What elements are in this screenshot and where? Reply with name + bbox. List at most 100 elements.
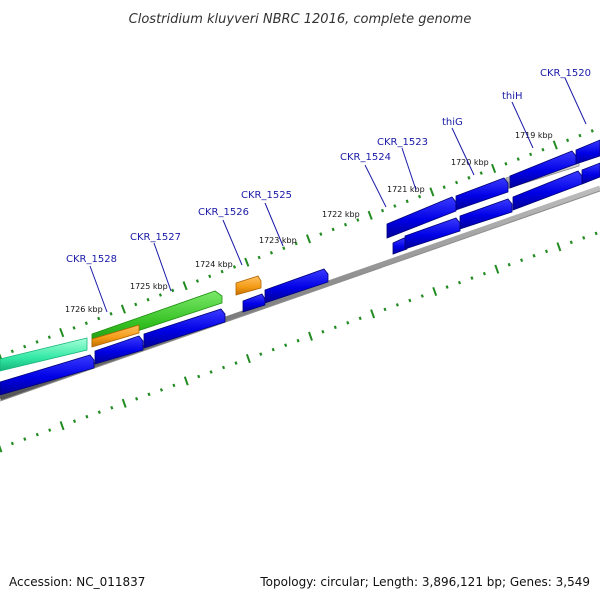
gene-label-ckr-1526[interactable]: CKR_1526 [198,207,249,218]
major-tick [429,187,435,197]
feature-tracks [0,139,600,396]
major-tick [59,327,65,338]
minor-tick [333,325,337,330]
kbp-label: 1719 kbp [515,131,553,140]
major-tick [370,309,376,319]
minor-tick [408,298,412,303]
gene-label-ckr-1524[interactable]: CKR_1524 [340,152,391,163]
minor-tick [358,316,362,321]
minor-tick [395,303,399,307]
major-tick [182,281,188,291]
outer-tick-row [0,129,594,361]
minor-tick [343,222,348,227]
genome-summary-text: Topology: circular; Length: 3,896,121 bp… [259,575,590,589]
inner-tick-row [0,231,598,453]
minor-tick [504,162,508,166]
major-tick [121,398,127,408]
major-tick [308,331,313,341]
minor-tick [594,231,598,236]
minor-tick [48,428,52,432]
gene-block[interactable] [455,177,509,211]
minor-tick [569,240,573,245]
gene-label-ckr-1520[interactable]: CKR_1520 [540,68,591,79]
kbp-label: 1722 kbp [322,210,360,219]
gene-block[interactable] [581,162,600,185]
minor-tick [520,258,524,262]
minor-tick [172,383,176,388]
gene-label-ckr-1525[interactable]: CKR_1525 [241,190,292,201]
kbp-labels: 1726 kbp 1725 kbp 1724 kbp 1723 kbp 1722… [65,131,553,314]
gene-labels: CKR_1528 CKR_1527 CKR_1526 CKR_1525 CKR_… [66,68,591,265]
map-title: Clostridium kluyveri NBRC 12016, complet… [129,12,472,27]
minor-tick [72,326,76,330]
gene-block[interactable] [143,308,226,349]
minor-tick [294,241,298,246]
minor-tick [72,419,77,423]
gene-label-ckr-1528[interactable]: CKR_1528 [66,254,117,265]
kbp-label: 1725 kbp [130,282,168,291]
minor-tick [195,279,200,283]
minor-tick [296,338,300,343]
minor-tick [109,311,113,316]
minor-tick [209,370,213,374]
minor-tick [529,152,533,157]
minor-tick [35,432,39,437]
minor-tick [319,232,323,236]
gene-block[interactable] [0,354,95,396]
minor-tick [97,316,101,321]
gene-block[interactable] [459,198,513,230]
minor-tick [220,269,224,274]
gene-label-thig[interactable]: thiG [442,117,463,128]
kbp-label: 1721 kbp [387,185,425,194]
minor-tick [482,271,486,276]
minor-tick [578,133,582,138]
major-tick [120,304,126,314]
gene-label-thih[interactable]: thiH [502,91,523,102]
minor-tick [10,441,14,446]
major-tick [432,286,438,297]
kbp-label: 1726 kbp [65,305,103,314]
minor-tick [380,208,385,213]
minor-tick [383,307,387,312]
gene-label-ckr-1527[interactable]: CKR_1527 [130,232,181,243]
minor-tick [171,288,175,293]
major-tick [367,210,373,220]
gene-label-ckr-1523[interactable]: CKR_1523 [377,137,428,148]
minor-tick [85,414,89,419]
minor-tick [147,392,151,397]
major-tick [245,353,251,364]
minor-tick [532,253,536,258]
minor-tick [35,340,39,344]
kbp-label: 1720 kbp [451,158,489,167]
minor-tick [259,352,263,356]
minor-tick [23,437,27,441]
minor-tick [467,176,471,180]
gene-block[interactable] [575,139,600,165]
gene-block[interactable] [94,335,144,365]
accession-text: Accession: NC_011837 [9,575,145,589]
minor-tick [110,405,114,410]
minor-tick [221,365,226,370]
minor-tick [582,236,586,240]
minor-tick [356,218,360,222]
genome-backbone-shadow [0,190,600,402]
feature-orange-1[interactable] [91,324,140,348]
minor-tick [393,204,397,208]
genome-backbone [0,185,600,401]
major-tick [244,257,250,267]
minor-tick [457,280,462,285]
minor-tick [507,262,511,267]
feature-orange-2[interactable] [235,275,262,296]
minor-tick [516,157,520,161]
major-tick [494,264,500,274]
minor-tick [590,129,594,133]
feature-teal[interactable] [0,337,88,372]
minor-tick [159,388,164,392]
gene-block[interactable] [264,268,329,304]
minor-tick [10,349,14,354]
minor-tick [284,343,288,348]
minor-tick [321,329,325,334]
minor-tick [269,250,274,255]
minor-tick [346,320,350,325]
